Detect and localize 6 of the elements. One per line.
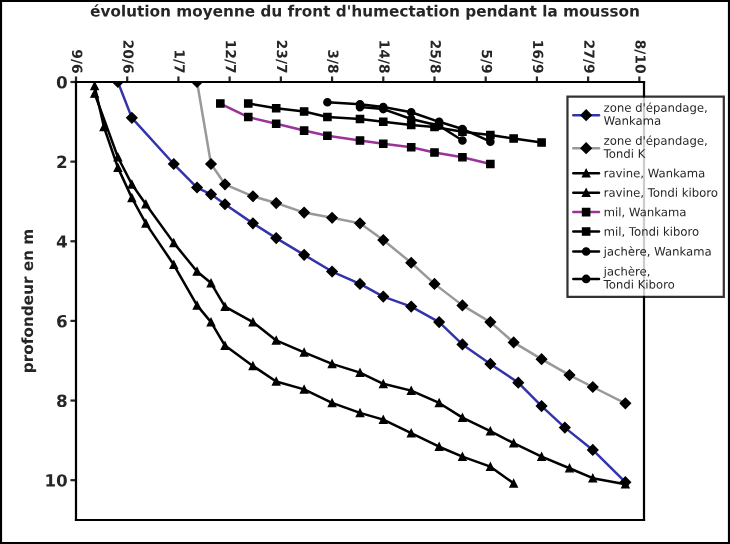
y-tick-label: 8 [57, 394, 67, 408]
y-tick-label: 6 [57, 314, 67, 328]
y-tick-label: 4 [56, 235, 67, 248]
y-tick-label: 10 [46, 474, 67, 487]
y-tick-label: 0 [56, 75, 67, 89]
y-tick-label: 2 [57, 155, 67, 168]
